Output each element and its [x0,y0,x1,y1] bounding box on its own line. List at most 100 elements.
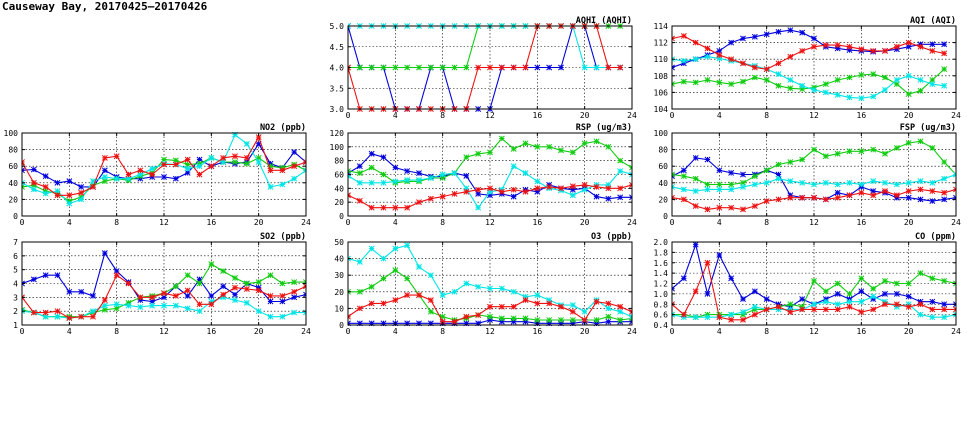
data-point-blue [137,297,144,304]
data-point-green [487,313,493,320]
data-point-red [487,185,493,192]
data-point-green [834,76,841,83]
data-point-red [149,294,156,301]
data-point-blue [534,188,541,195]
data-point-red [858,46,865,53]
data-point-red [463,188,470,195]
y-tick-label: 100 [4,129,19,138]
data-point-green [617,157,624,164]
x-tick-label: 16 [533,327,543,336]
data-point-green [787,301,794,308]
data-point-green [427,308,434,315]
data-point-green [893,144,900,151]
x-tick-label: 0 [346,327,351,336]
data-point-green [846,74,853,81]
data-point-blue [834,45,841,52]
data-point-green [279,280,286,287]
data-point-cyan [368,245,375,252]
chart-title: FSP (ug/m3) [900,123,956,133]
data-point-cyan [617,308,624,315]
data-point-green [680,173,687,180]
data-point-blue [113,268,120,275]
data-point-red [605,185,612,192]
data-point-blue [704,156,711,163]
data-point-red [692,288,699,295]
data-point-red [569,183,576,190]
data-point-red [101,297,108,304]
data-point-blue [905,43,912,50]
y-tick-label: 4.5 [330,43,345,52]
data-point-green [941,159,948,166]
chart-title: AQHI (AQHI) [576,16,632,26]
data-point-cyan [941,82,948,89]
data-point-cyan [380,255,387,262]
x-tick-label: 20 [254,218,264,227]
data-point-cyan [267,183,274,190]
data-point-cyan [243,299,250,306]
data-point-red [775,196,782,203]
data-point-blue [255,140,262,147]
data-point-cyan [728,186,735,193]
data-point-green [728,81,735,88]
chart-rsp: 0 4 8 12 16 20 24 0 20 40 60 80 100 120 RSP (ug/m3) [330,123,637,227]
data-point-cyan [929,314,936,321]
data-point-blue [279,298,286,305]
data-point-red [161,290,167,297]
data-point-green [893,280,900,287]
data-point-cyan [243,140,250,147]
data-point-cyan [510,288,517,295]
data-point-green [704,76,711,83]
x-tick-label: 0 [670,218,675,227]
data-point-green [267,163,274,170]
data-point-green [905,91,912,98]
data-point-blue [510,193,517,200]
x-tick-label: 0 [346,218,351,227]
data-point-green [392,64,399,71]
x-tick-label: 4 [393,218,398,227]
data-point-blue [42,173,49,180]
data-point-red [728,316,735,323]
x-tick-label: 16 [857,111,867,120]
data-point-cyan [929,179,936,186]
y-tick-label: 20 [8,195,18,204]
data-point-blue [546,64,553,71]
data-point-blue [728,169,735,176]
data-point-green [243,280,250,287]
data-point-cyan [427,272,434,279]
data-point-red [463,313,470,320]
data-point-blue [66,288,73,295]
y-tick-label: 100 [654,129,669,138]
data-point-red [380,300,387,307]
data-point-green [882,150,888,157]
chart-title: NO2 (ppb) [260,123,306,133]
data-point-cyan [740,183,746,190]
data-point-cyan [846,94,853,101]
x-tick-label: 16 [857,327,867,336]
data-point-red [704,259,711,266]
data-point-red [740,316,746,323]
data-point-green [404,275,411,282]
data-point-green [787,159,794,166]
data-point-cyan [291,175,298,182]
data-point-cyan [929,81,936,88]
data-point-blue [569,320,576,327]
data-point-cyan [941,314,948,321]
data-point-cyan [522,293,529,300]
data-point-green [522,315,529,322]
data-point-cyan [811,86,817,93]
series-line-green [672,68,945,95]
data-point-cyan [680,57,687,64]
data-point-red [451,190,458,197]
y-tick-label: 3.5 [330,84,345,93]
data-point-blue [605,195,612,202]
data-point-cyan [822,298,829,305]
data-point-blue [368,150,375,157]
data-point-cyan [356,258,363,265]
data-point-cyan [78,196,85,203]
data-point-red [716,204,723,211]
series-group [672,138,956,213]
data-point-green [811,277,817,284]
data-point-blue [728,275,735,282]
